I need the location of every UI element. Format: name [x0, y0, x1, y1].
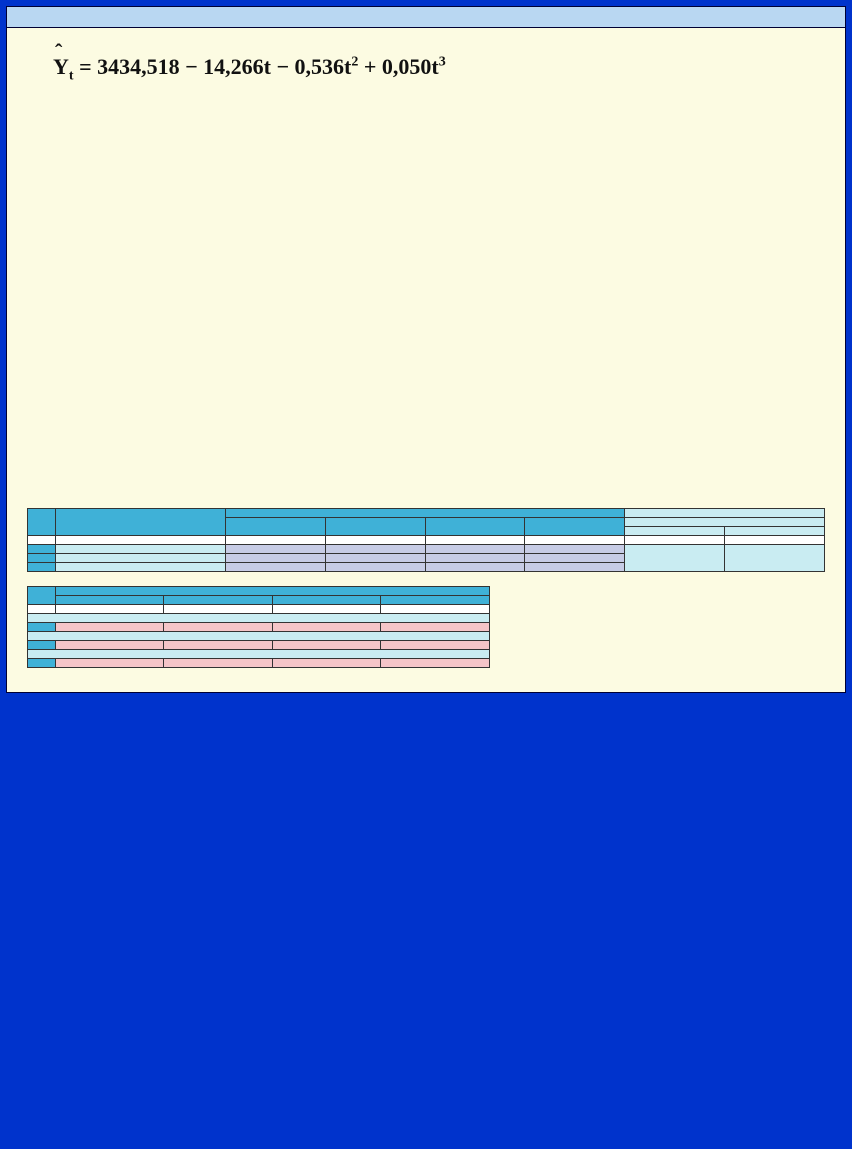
t2-r3-idx [28, 658, 56, 667]
t2-r1-idx [28, 622, 56, 631]
t1-n5 [425, 535, 525, 544]
t1-hdr-lp [28, 508, 56, 535]
t2-hdr-year [56, 586, 490, 595]
t2-n4 [272, 604, 380, 613]
t1-r2-label [56, 553, 226, 562]
t1-n7 [625, 535, 725, 544]
t1-hdr-errperiod [625, 517, 825, 526]
t1-r2-v4 [525, 553, 625, 562]
t1-numrow [28, 535, 825, 544]
t2-hdr-lp [28, 586, 56, 604]
t2-n1 [28, 604, 56, 613]
t2-sec2 [28, 631, 490, 640]
content-area: Yt = 3434,518 − 14,266t − 0,536t2 + 0,05… [7, 28, 845, 692]
t2-r3-v2 [164, 658, 272, 667]
t1-r3-v1 [226, 562, 326, 571]
t1-r2-v3 [425, 553, 525, 562]
chart-svg [31, 114, 821, 489]
t2-n3 [164, 604, 272, 613]
t2-r3-v1 [56, 658, 164, 667]
t1-r1-v2 [325, 544, 425, 553]
t2-row2 [28, 640, 490, 649]
t1-r3-v4 [525, 562, 625, 571]
t1-q4 [525, 517, 625, 535]
t1-q2 [325, 517, 425, 535]
table1 [27, 508, 825, 572]
t2-sec1-label [28, 613, 490, 622]
t1-err-rel [725, 544, 825, 571]
t1-r3-idx [28, 562, 56, 571]
t2-n5 [381, 604, 489, 613]
section-header [7, 7, 845, 28]
t1-n3 [226, 535, 326, 544]
t1-n6 [525, 535, 625, 544]
t1-hdr-okres [56, 508, 226, 535]
t1-hdr-err-mean [625, 526, 725, 535]
t2-r1-v4 [381, 622, 489, 631]
t1-n1 [28, 535, 56, 544]
standard-errors [115, 86, 825, 102]
t2-r3-v4 [381, 658, 489, 667]
forecast-chart [31, 114, 821, 489]
t1-r2-v1 [226, 553, 326, 562]
page: Yt = 3434,518 − 14,266t − 0,536t2 + 0,05… [6, 6, 846, 693]
t1-hdr-err-rel [725, 526, 825, 535]
regression-formula: Yt = 3434,518 − 14,266t − 0,536t2 + 0,05… [53, 54, 446, 84]
t1-r3-v3 [425, 562, 525, 571]
t2-row1 [28, 622, 490, 631]
t1-n8 [725, 535, 825, 544]
t1-err-mean [625, 544, 725, 571]
t1-hdr-year [226, 508, 625, 517]
t2-r3-v3 [272, 658, 380, 667]
t1-n2 [56, 535, 226, 544]
t2-r2-v2 [164, 640, 272, 649]
t2-row3 [28, 658, 490, 667]
t1-r2-v2 [325, 553, 425, 562]
t2-numrow [28, 604, 490, 613]
t2-n2 [56, 604, 164, 613]
t1-r3-label [56, 562, 226, 571]
t2-sec3 [28, 649, 490, 658]
t2-sec1 [28, 613, 490, 622]
formula-row: Yt = 3434,518 − 14,266t − 0,536t2 + 0,05… [53, 54, 825, 84]
t1-r1-label [56, 544, 226, 553]
t1-n4 [325, 535, 425, 544]
t1-r1-v4 [525, 544, 625, 553]
t1-q3 [425, 517, 525, 535]
t2-q2 [164, 595, 272, 604]
t1-r1-v1 [226, 544, 326, 553]
t1-r1-idx [28, 544, 56, 553]
t2-r2-v4 [381, 640, 489, 649]
table2 [27, 586, 490, 668]
t2-r1-v1 [56, 622, 164, 631]
t1-hdr-errgroup [625, 508, 825, 517]
t2-sec3-label [28, 649, 490, 658]
t1-r1-v3 [425, 544, 525, 553]
t2-r2-v1 [56, 640, 164, 649]
t2-q1 [56, 595, 164, 604]
t2-sec2-label [28, 631, 490, 640]
t1-q1 [226, 517, 326, 535]
t2-q3 [272, 595, 380, 604]
t2-r1-v2 [164, 622, 272, 631]
t2-r2-idx [28, 640, 56, 649]
t1-r2-idx [28, 553, 56, 562]
t1-row-1 [28, 544, 825, 553]
t1-r3-v2 [325, 562, 425, 571]
t2-r2-v3 [272, 640, 380, 649]
t2-q4 [381, 595, 489, 604]
t2-r1-v3 [272, 622, 380, 631]
